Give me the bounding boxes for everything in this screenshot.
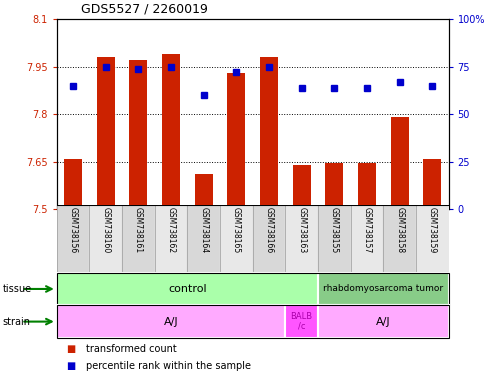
Text: GSM738160: GSM738160	[101, 207, 110, 254]
Bar	[64, 159, 82, 209]
Bar	[129, 60, 147, 209]
Text: GSM738155: GSM738155	[330, 207, 339, 254]
Bar	[318, 205, 351, 273]
Bar	[57, 273, 449, 305]
Bar	[187, 205, 220, 273]
Bar	[318, 273, 449, 305]
Text: control: control	[168, 284, 207, 294]
Text: ■: ■	[67, 344, 76, 354]
Text: GSM738164: GSM738164	[199, 207, 208, 254]
Text: GSM738157: GSM738157	[362, 207, 372, 254]
Bar	[285, 305, 318, 338]
Bar	[423, 159, 441, 209]
Bar	[162, 54, 180, 209]
Text: GDS5527 / 2260019: GDS5527 / 2260019	[81, 2, 208, 15]
Bar	[260, 57, 278, 209]
Text: GSM738165: GSM738165	[232, 207, 241, 254]
Bar	[351, 205, 383, 273]
Bar	[220, 205, 252, 273]
Bar	[57, 305, 285, 338]
Text: GSM738163: GSM738163	[297, 207, 306, 254]
Bar	[89, 205, 122, 273]
Bar	[57, 205, 89, 273]
Bar	[383, 205, 416, 273]
Bar	[195, 174, 212, 209]
Bar	[416, 205, 449, 273]
Text: tissue: tissue	[2, 284, 32, 294]
Text: BALB
/c: BALB /c	[290, 312, 313, 331]
Bar	[57, 305, 449, 338]
Text: ■: ■	[67, 361, 76, 371]
Text: transformed count: transformed count	[86, 344, 177, 354]
Text: A/J: A/J	[376, 316, 390, 327]
Bar	[155, 205, 187, 273]
Bar	[358, 163, 376, 209]
Bar	[318, 305, 449, 338]
Bar	[57, 273, 318, 305]
Text: A/J: A/J	[164, 316, 178, 327]
Bar	[97, 57, 115, 209]
Bar	[390, 118, 409, 209]
Bar	[293, 165, 311, 209]
Bar	[227, 73, 246, 209]
Text: GSM738159: GSM738159	[428, 207, 437, 254]
Text: GSM738162: GSM738162	[167, 207, 176, 253]
Text: strain: strain	[2, 316, 31, 327]
Bar	[285, 205, 318, 273]
Text: GSM738161: GSM738161	[134, 207, 143, 253]
Bar	[325, 163, 343, 209]
Bar	[122, 205, 155, 273]
Bar	[252, 205, 285, 273]
Text: GSM738156: GSM738156	[69, 207, 77, 254]
Text: percentile rank within the sample: percentile rank within the sample	[86, 361, 251, 371]
Text: GSM738158: GSM738158	[395, 207, 404, 253]
Text: GSM738166: GSM738166	[264, 207, 274, 254]
Text: rhabdomyosarcoma tumor: rhabdomyosarcoma tumor	[323, 285, 443, 293]
